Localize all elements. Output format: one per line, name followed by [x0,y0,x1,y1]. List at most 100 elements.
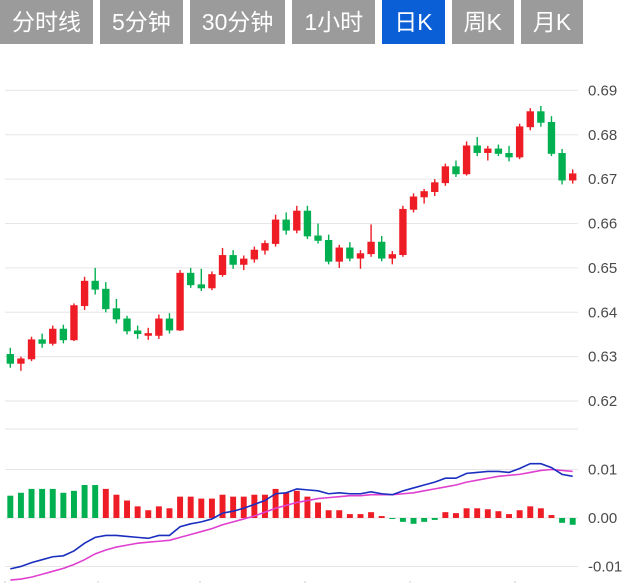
macd-histogram-bar [272,488,279,518]
candle-body [165,318,174,331]
tab-monthly-k[interactable]: 月K [520,0,584,44]
macd-histogram-bar [484,509,491,518]
candle-body [17,358,25,364]
candle-body [409,196,418,210]
candle-body [133,330,142,334]
macd-histogram-bar [240,496,247,518]
macd-histogram-bar [516,510,523,518]
chart-area: 0.62 0.63 0.64 0.65 0.66 0.67 0.68 0.69 -0.01 0.0… [0,50,630,583]
price-axis-label: 0.67 [588,171,617,188]
tab-label: 周K [463,9,502,35]
price-axis-label: 0.64 [588,304,617,321]
macd-histogram-bar [230,496,237,518]
price-axis-label: 0.65 [588,260,617,277]
candle-body [547,121,556,154]
candle-body [441,166,450,184]
macd-axis-label: 0.01 [588,462,617,479]
macd-histogram-bar [559,517,566,523]
macd-histogram-bar [537,508,544,518]
candle-body [144,333,152,336]
price-axis-label: 0.63 [588,349,617,366]
candle-body [303,210,312,237]
candle-body [420,191,428,198]
macd-histogram-bar [389,517,396,519]
tab-5min[interactable]: 5分钟 [100,0,183,44]
macd-diff-line [10,462,573,570]
candle-body [187,272,195,286]
macd-histogram-bar [102,488,109,518]
candle-body [484,148,492,153]
candle-body [558,153,566,181]
macd-histogram-bar [155,506,162,518]
candle-body [356,253,365,259]
macd-histogram-bar [81,485,88,518]
candle-body [91,280,99,290]
candle-body [271,219,280,244]
tab-timeline[interactable]: 分时线 [0,0,93,44]
price-axis-label: 0.66 [588,216,617,233]
tab-label: 月K [532,9,572,35]
tab-daily-k[interactable]: 日K [382,0,445,44]
candle-body [367,241,375,255]
macd-histogram-bar [368,512,375,518]
candle-body [494,148,503,154]
timeframe-tabbar[interactable]: 分时线 5分钟 30分钟 1小时 日K 周K 月K [0,0,630,50]
candle-body [123,318,131,332]
candle-body [346,247,354,259]
macd-histogram-bar [463,508,470,518]
candle-body [176,272,184,331]
candle-body [49,328,57,344]
tab-1hour[interactable]: 1小时 [292,0,376,44]
candlestick-macd-chart: 0.62 0.63 0.64 0.65 0.66 0.67 0.68 0.69 -0.01 0.0… [4,82,622,583]
macd-histogram-bar [293,490,300,518]
candle-body [388,254,396,259]
candle-body [218,255,227,275]
macd-histogram-bar [166,508,173,518]
candle-body [70,305,78,341]
candle-body [335,247,343,262]
macd-histogram-bar [304,496,311,518]
macd-histogram-bar [198,498,205,518]
macd-histogram-bar [474,508,481,518]
macd-histogram-bar [262,494,268,518]
macd-histogram-bar [569,517,576,525]
macd-histogram-bar [219,494,226,518]
macd-histogram-bar [134,506,141,518]
candle-body [526,111,534,128]
candle-body [324,239,333,262]
macd-histogram-bar [7,495,14,518]
macd-histogram-bar [431,517,438,520]
tab-label: 30分钟 [201,9,274,35]
candle-body [293,210,301,231]
macd-histogram-bar [71,490,77,518]
macd-histogram-bar [60,492,67,518]
candle-body [155,318,163,336]
candle-body [569,173,577,181]
macd-histogram-bar [506,514,512,518]
candle-body [197,284,205,289]
candle-body [38,339,46,344]
tab-30min[interactable]: 30分钟 [189,0,286,44]
price-axis-label: 0.68 [588,127,617,144]
candle-body [59,328,68,341]
macd-histogram-bar [177,496,184,518]
macd-histogram-bar [145,510,152,518]
tab-label: 5分钟 [112,9,171,35]
macd-histogram-bar [124,500,130,518]
macd-axis-label: 0.00 [588,510,617,527]
macd-histogram-bar [325,510,332,518]
candle-body [473,145,481,153]
macd-histogram-bar [527,506,534,518]
tab-weekly-k[interactable]: 周K [451,0,514,44]
candle-body [6,354,14,364]
macd-histogram-bar [346,514,353,518]
tab-label: 1小时 [304,9,364,35]
macd-histogram-bar [453,513,459,518]
candle-body [452,166,460,175]
candle-body [462,145,471,175]
candle-body [537,111,545,123]
macd-histogram-bar [208,498,215,518]
macd-axis-label: -0.01 [588,558,622,575]
macd-histogram-bar [442,512,449,518]
